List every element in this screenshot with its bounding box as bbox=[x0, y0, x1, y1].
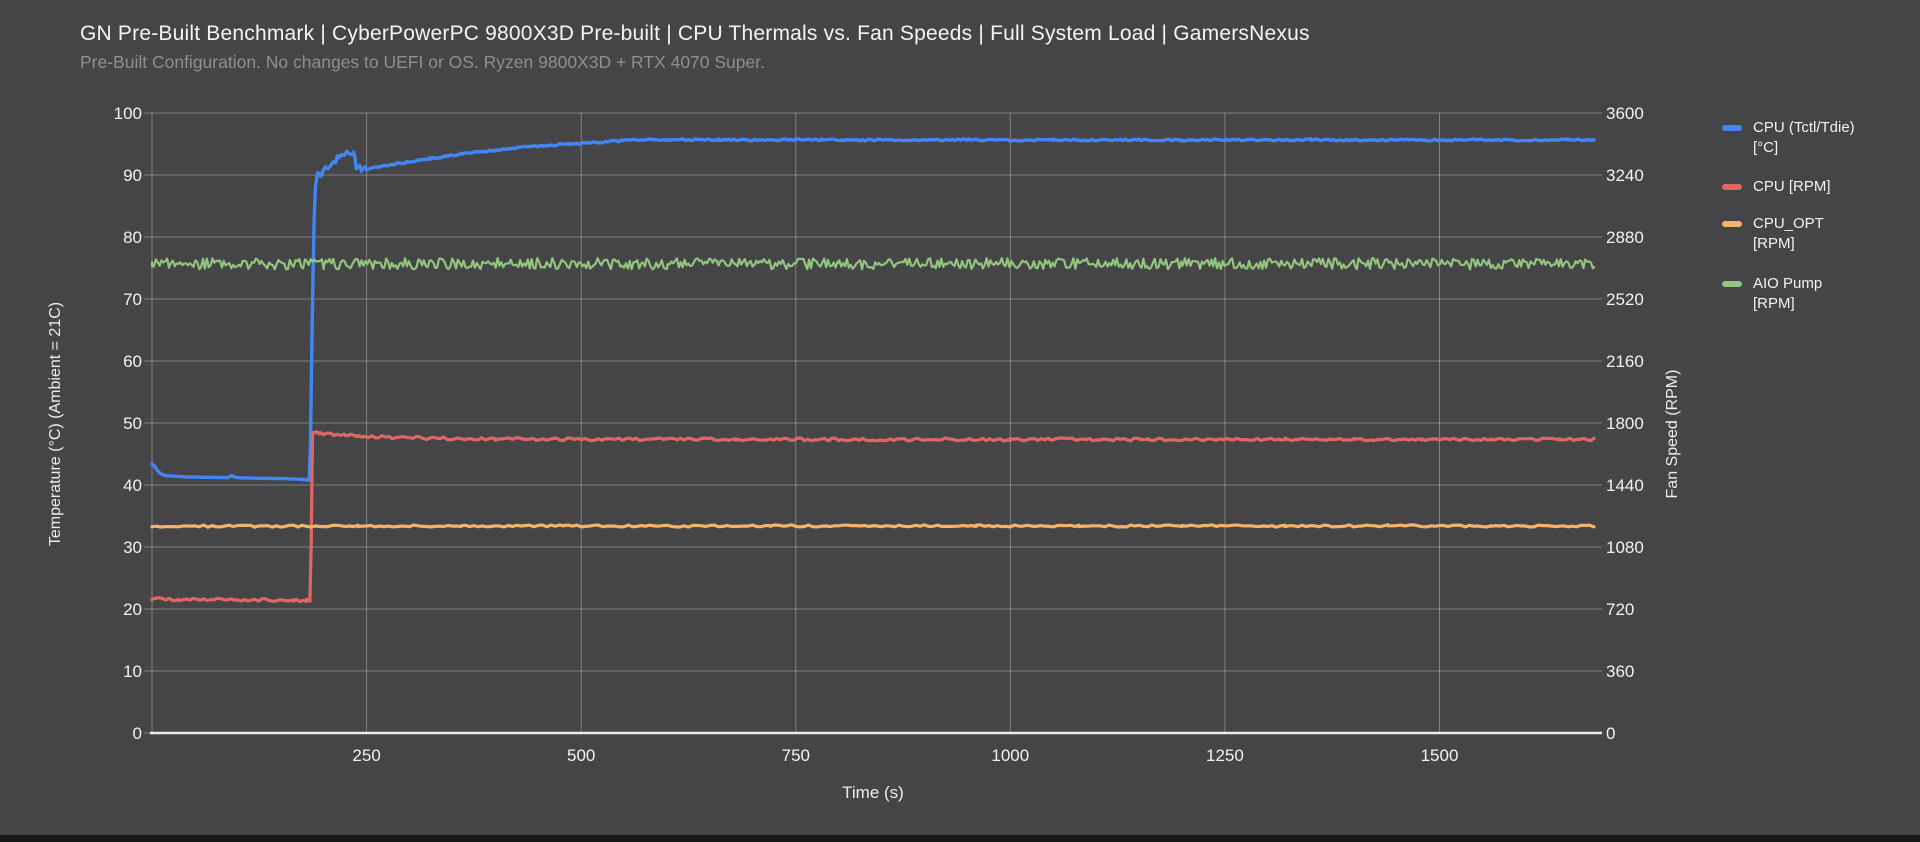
x-axis-tick-label: 1250 bbox=[1206, 746, 1244, 765]
y-axis-right-tick-label: 2880 bbox=[1606, 228, 1644, 247]
x-axis-tick-label: 1000 bbox=[991, 746, 1029, 765]
legend-label-line: [°C] bbox=[1753, 139, 1779, 156]
y-axis-left-tick-label: 10 bbox=[123, 662, 142, 681]
legend-item-0: CPU (Tctl/Tdie) [°C] bbox=[1722, 118, 1855, 158]
y-axis-left-tick-label: 30 bbox=[123, 538, 142, 557]
y-axis-right-tick-label: 1800 bbox=[1606, 414, 1644, 433]
y-axis-left-tick-label: 80 bbox=[123, 228, 142, 247]
legend-item-1: CPU [RPM] bbox=[1722, 177, 1831, 197]
x-axis-tick-label: 500 bbox=[567, 746, 595, 765]
y-axis-left-tick-label: 20 bbox=[123, 600, 142, 619]
y-axis-right-tick-label: 720 bbox=[1606, 600, 1634, 619]
legend-item-2: CPU_OPT [RPM] bbox=[1722, 214, 1824, 254]
series-line-0 bbox=[150, 137, 1596, 482]
legend-label: AIO Pump [RPM] bbox=[1753, 274, 1822, 314]
legend-label: CPU [RPM] bbox=[1753, 177, 1831, 197]
y-axis-left-tick-label: 100 bbox=[114, 104, 142, 123]
y-axis-right-tick-label: 360 bbox=[1606, 662, 1634, 681]
y-axis-left-tick-label: 70 bbox=[123, 290, 142, 309]
y-axis-right-tick-label: 3240 bbox=[1606, 166, 1644, 185]
legend-label-line: AIO Pump bbox=[1753, 275, 1823, 292]
legend-label-line: CPU (Tctl/Tdie) bbox=[1753, 119, 1855, 136]
chart-title: GN Pre-Built Benchmark | CyberPowerPC 98… bbox=[80, 22, 1310, 45]
legend-swatch-icon bbox=[1722, 125, 1742, 131]
y-axis-right-tick-label: 1440 bbox=[1606, 476, 1644, 495]
y-axis-right-tick-label: 2520 bbox=[1606, 290, 1644, 309]
chart-subtitle: Pre-Built Configuration. No changes to U… bbox=[80, 52, 765, 72]
legend-item-3: AIO Pump [RPM] bbox=[1722, 274, 1822, 314]
y-axis-left-tick-label: 90 bbox=[123, 166, 142, 185]
y-axis-right-tick-label: 0 bbox=[1606, 724, 1615, 743]
y-axis-title-right: Fan Speed (RPM) bbox=[1664, 369, 1681, 499]
legend-label-line: CPU_OPT bbox=[1753, 215, 1824, 232]
y-axis-left-tick-label: 0 bbox=[133, 724, 142, 743]
series-line-2 bbox=[150, 523, 1596, 529]
series-line-1 bbox=[150, 430, 1596, 604]
y-axis-right-tick-label: 3600 bbox=[1606, 104, 1644, 123]
legend-swatch-icon bbox=[1722, 221, 1742, 227]
legend-swatch-icon bbox=[1722, 281, 1742, 287]
y-axis-left-tick-label: 40 bbox=[123, 476, 142, 495]
y-axis-left-tick-label: 50 bbox=[123, 414, 142, 433]
x-axis-tick-label: 750 bbox=[782, 746, 810, 765]
x-axis-tick-label: 250 bbox=[352, 746, 380, 765]
y-axis-title-left: Temperature (°C) (Ambient = 21C) bbox=[47, 301, 64, 547]
legend-label-line: [RPM] bbox=[1753, 235, 1795, 252]
series-line-3 bbox=[150, 257, 1596, 271]
x-axis-tick-label: 1500 bbox=[1421, 746, 1459, 765]
legend-swatch-icon bbox=[1722, 184, 1742, 190]
bottom-black-bar bbox=[0, 835, 1920, 842]
y-axis-right-tick-label: 2160 bbox=[1606, 352, 1644, 371]
x-axis-title: Time (s) bbox=[842, 783, 904, 802]
legend-label-line: [RPM] bbox=[1753, 295, 1795, 312]
legend-label: CPU_OPT [RPM] bbox=[1753, 214, 1824, 254]
legend-label-line: CPU [RPM] bbox=[1753, 178, 1831, 195]
y-axis-left-tick-label: 60 bbox=[123, 352, 142, 371]
legend-label: CPU (Tctl/Tdie) [°C] bbox=[1753, 118, 1855, 158]
y-axis-right-tick-label: 1080 bbox=[1606, 538, 1644, 557]
